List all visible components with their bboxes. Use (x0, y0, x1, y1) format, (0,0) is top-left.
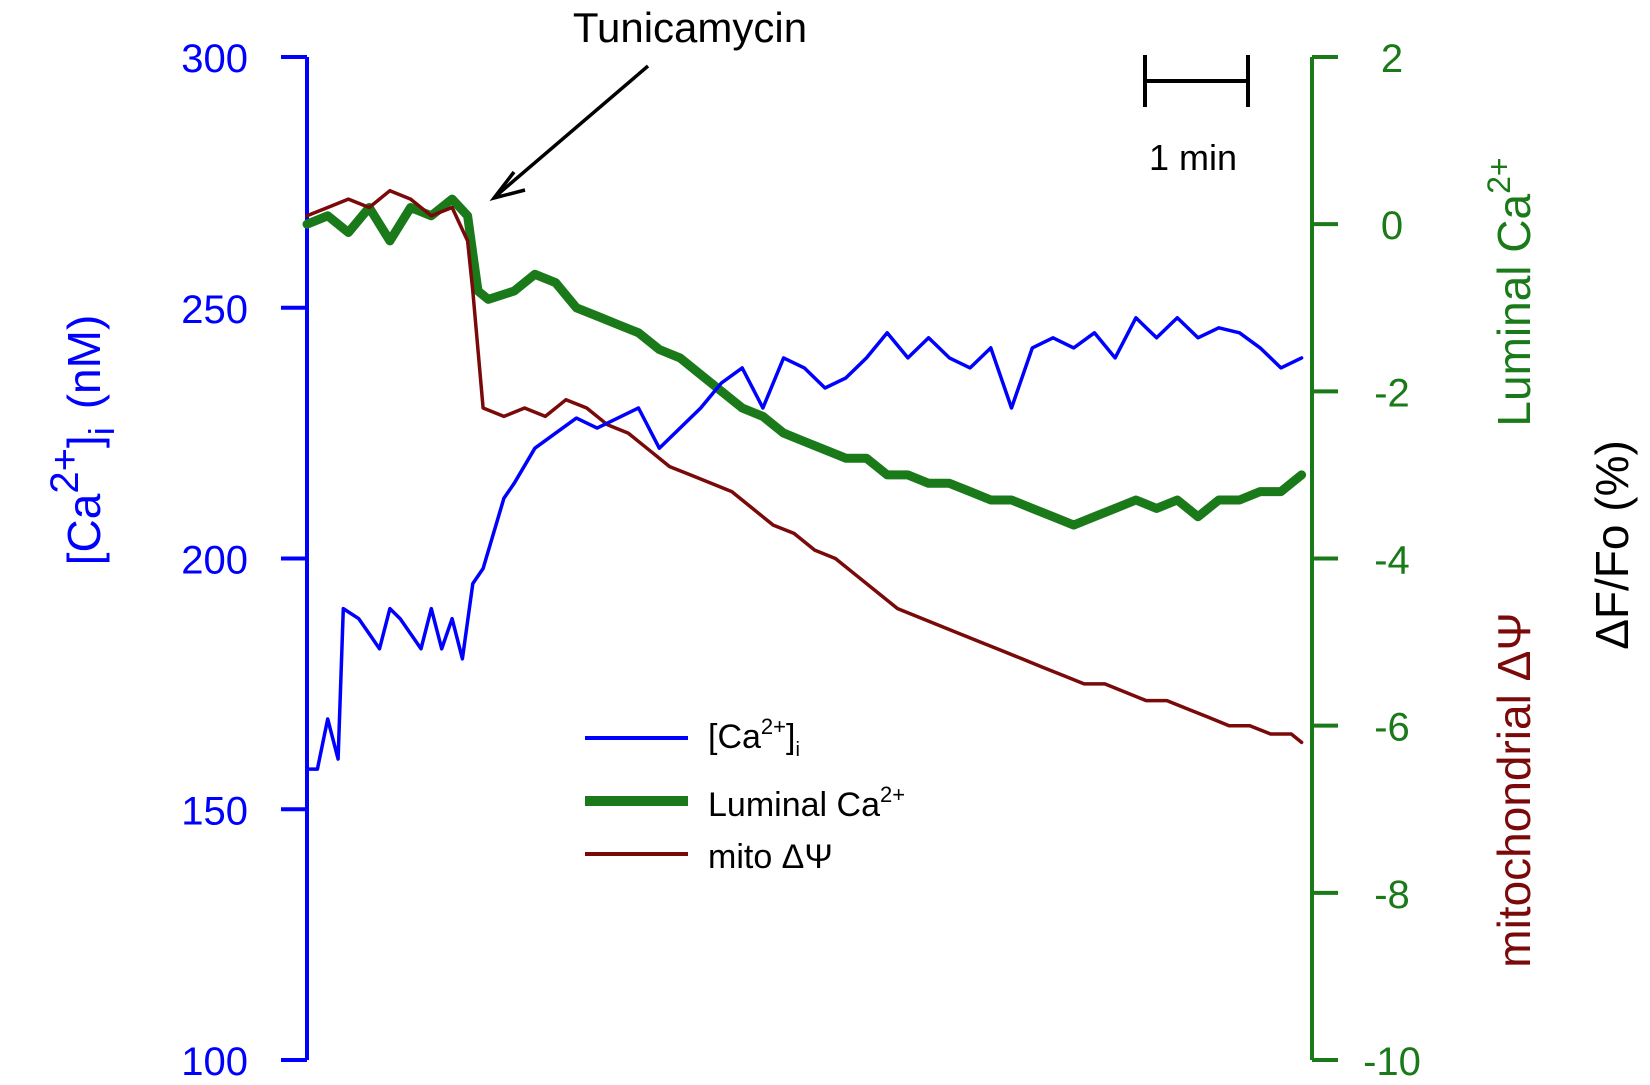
scale-bar: 1 min (1143, 55, 1250, 178)
legend: [Ca2+]i Luminal Ca2+ mito ΔΨ (585, 714, 905, 876)
drug-annotation-arrow-shaft (494, 64, 650, 198)
right-axis-title-dff: ΔF/Fo (%) (1586, 440, 1638, 650)
series-layer (302, 188, 1307, 771)
right-tick-label: -10 (1363, 1040, 1421, 1080)
left-axis-title: [Ca2+]i(nM) (43, 315, 122, 566)
right-tick-label: -4 (1374, 539, 1410, 583)
series-luminal-line (302, 194, 1307, 530)
left-tick-label: 150 (181, 789, 248, 833)
left-tick-label: 100 (181, 1040, 248, 1080)
legend-label-ca: [Ca2+]i (708, 714, 800, 761)
series-ca-line (305, 316, 1304, 771)
drug-annotation-arrow-head (489, 170, 526, 201)
right-tick-label: -2 (1374, 371, 1410, 415)
series-mito-line (305, 188, 1304, 745)
left-tick-label: 300 (181, 37, 248, 81)
right-tick-label: 2 (1381, 37, 1403, 81)
left-tick-label: 250 (181, 288, 248, 332)
right-tick-label: 0 (1381, 204, 1403, 248)
right-tick-label: -8 (1374, 873, 1410, 917)
right-axis-title-luminal: Luminal Ca2+ (1481, 157, 1540, 426)
legend-label-luminal: Luminal Ca2+ (708, 782, 905, 824)
right-axis-ticks: -10 -8 -6 -4 -2 0 2 (1312, 37, 1421, 1084)
legend-label-mito: mito ΔΨ (708, 838, 833, 876)
scale-bar-label: 1 min (1149, 137, 1237, 178)
left-tick-label: 200 (181, 539, 248, 583)
drug-annotation-label: Tunicamycin (573, 4, 807, 51)
left-axis-ticks: 100 150 200 250 300 (181, 37, 307, 1084)
right-axis-title-mito: mitochondrial ΔΨ (1488, 612, 1540, 968)
right-tick-label: -6 (1374, 706, 1410, 750)
